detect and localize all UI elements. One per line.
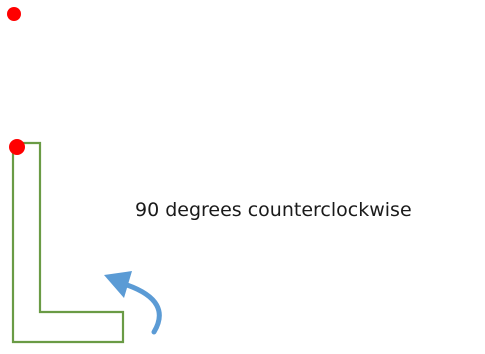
pivot-point-corner	[9, 139, 25, 155]
rotation-arrow-head	[104, 271, 132, 298]
l-shape-outline	[11, 141, 125, 344]
pivot-point-original	[7, 7, 21, 21]
rotation-label: 90 degrees counterclockwise	[135, 199, 412, 221]
rotation-arrow-curve	[124, 282, 162, 335]
